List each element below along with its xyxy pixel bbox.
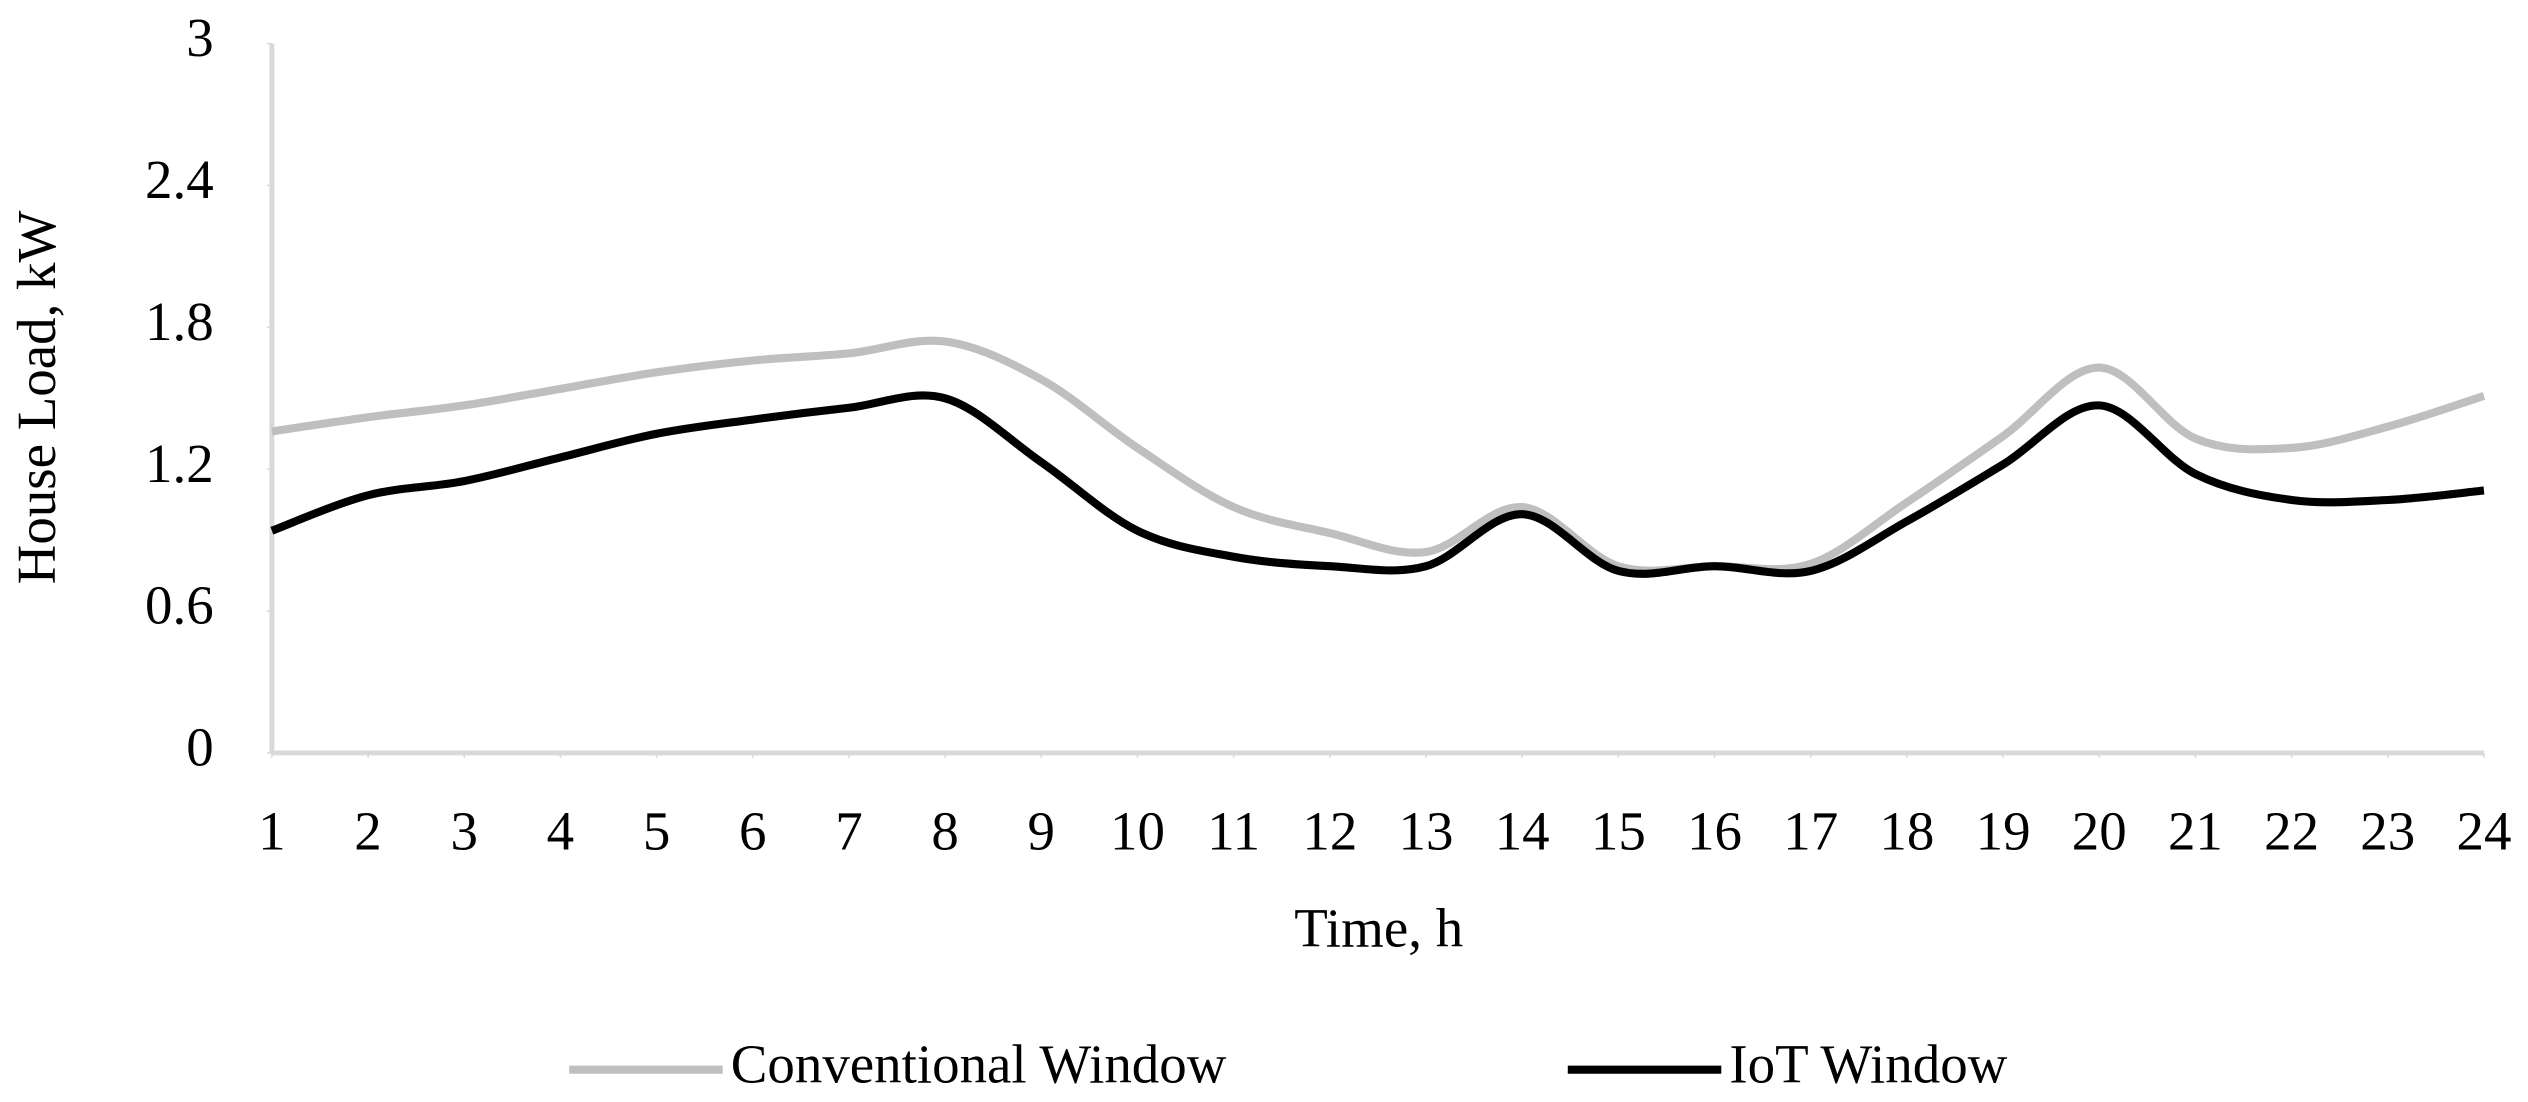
x-tick-label: 17 [1783, 801, 1838, 862]
line-series [270, 391, 2485, 578]
line-series [271, 336, 2486, 575]
x-tick-label: 14 [1495, 801, 1550, 862]
x-tick-label: 7 [835, 801, 862, 862]
x-tick-label: 4 [547, 801, 574, 862]
x-tick-label: 24 [2456, 801, 2511, 862]
y-tick-label: 2.4 [145, 149, 214, 210]
x-tick-label: 5 [643, 801, 670, 862]
y-tick-label: 1.8 [145, 291, 214, 352]
x-tick-label: 19 [1976, 801, 2031, 862]
y-tick-label: 0 [186, 717, 213, 778]
x-tick-label: 13 [1399, 801, 1454, 862]
y-axis-label: House Load, kW [6, 211, 67, 585]
x-tick-label: 20 [2072, 801, 2127, 862]
x-tick-label: 3 [450, 801, 477, 862]
y-tick-label: 0.6 [145, 575, 214, 636]
legend-label: IoT Window [1729, 1033, 2007, 1094]
x-axis-label: Time, h [1294, 898, 1463, 959]
legend-label: Conventional Window [731, 1033, 1227, 1094]
y-tick-label: 1.2 [145, 433, 214, 494]
x-tick-label: 8 [931, 801, 958, 862]
x-tick-label: 9 [1028, 801, 1055, 862]
x-tick-label: 12 [1302, 801, 1357, 862]
x-tick-label: 22 [2264, 801, 2319, 862]
x-tick-label: 21 [2168, 801, 2223, 862]
x-tick-label: 6 [739, 801, 766, 862]
x-tick-label: 23 [2360, 801, 2415, 862]
x-tick-label: 2 [354, 801, 381, 862]
x-tick-label: 16 [1687, 801, 1742, 862]
x-tick-label: 1 [258, 801, 285, 862]
x-tick-label: 10 [1110, 801, 1165, 862]
x-tick-label: 15 [1591, 801, 1646, 862]
y-tick-label: 3 [186, 7, 213, 68]
x-tick-label: 18 [1879, 801, 1934, 862]
x-tick-label: 11 [1207, 801, 1260, 862]
